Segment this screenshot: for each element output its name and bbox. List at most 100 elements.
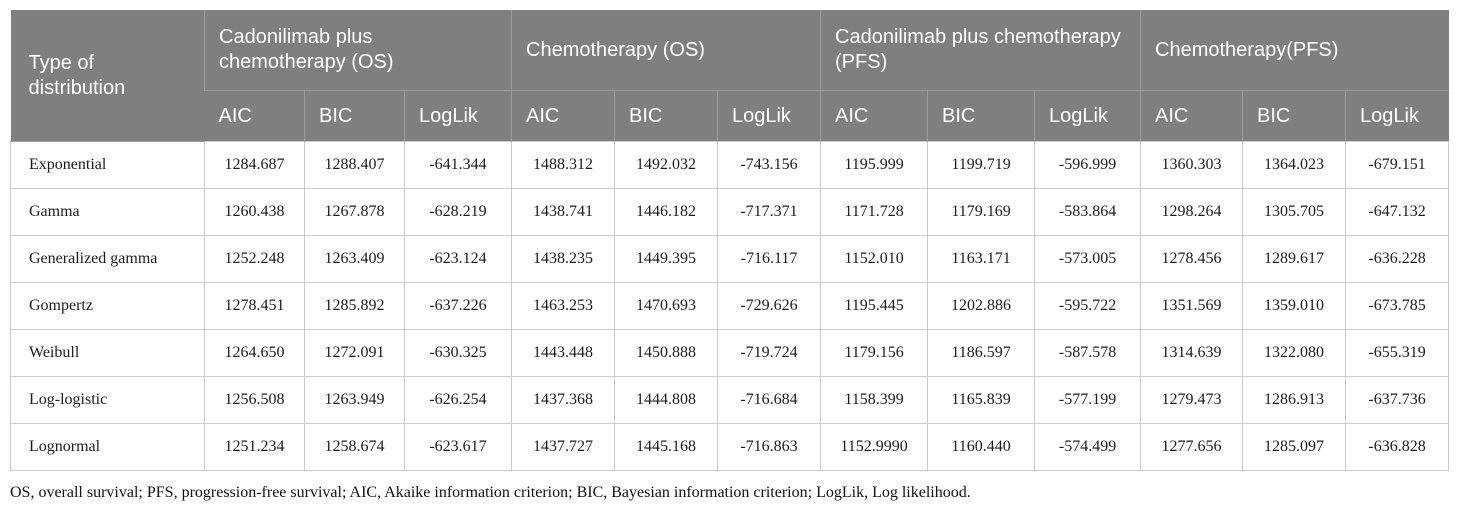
cell: 1284.687 [204, 141, 305, 189]
cell: 1360.303 [1140, 141, 1244, 189]
cell: -637.736 [1345, 376, 1450, 424]
cell: 1285.892 [304, 282, 405, 330]
cell: -573.005 [1034, 235, 1142, 283]
row-label: Lognormal [10, 423, 205, 471]
cell: -647.132 [1345, 188, 1450, 236]
cell: -717.371 [716, 188, 822, 236]
cell: 1264.650 [204, 329, 305, 377]
cell: 1286.913 [1242, 376, 1347, 424]
distribution-fit-table: Type of distribution Cadonilimab plus ch… [10, 10, 1450, 471]
cell: 1267.878 [304, 188, 405, 236]
cell: 1450.888 [614, 329, 718, 377]
cell: 1445.168 [614, 423, 718, 471]
table-footnote: OS, overall survival; PFS, progression-f… [10, 484, 971, 501]
cell: 1163.171 [927, 235, 1036, 283]
group-header-cadonilimab-os: Cadonilimab plus chemotherapy (OS) [204, 10, 512, 91]
cell: 1444.808 [614, 376, 718, 424]
cell: -577.199 [1034, 376, 1142, 424]
cell: 1160.440 [927, 423, 1036, 471]
cell: 1278.451 [204, 282, 305, 330]
cell: 1256.508 [204, 376, 305, 424]
cell: 1263.409 [304, 235, 405, 283]
row-label: Generalized gamma [10, 235, 205, 283]
cell: 1199.719 [927, 141, 1036, 189]
cell: -574.499 [1034, 423, 1142, 471]
cell: 1260.438 [204, 188, 305, 236]
cell: 1289.617 [1242, 235, 1347, 283]
cell: 1488.312 [511, 141, 615, 189]
cell: 1195.445 [820, 282, 929, 330]
col-header-loglik: LogLik [1034, 90, 1141, 142]
table-row: Exponential 1284.687 1288.407 -641.344 1… [10, 141, 1450, 189]
cell: -587.578 [1034, 329, 1142, 377]
cell: -636.828 [1345, 423, 1450, 471]
cell: -628.219 [404, 188, 512, 236]
cell: -641.344 [404, 141, 512, 189]
cell: 1364.023 [1242, 141, 1347, 189]
cell: -729.626 [716, 282, 822, 330]
cell: 1492.032 [614, 141, 718, 189]
cell: 1152.9990 [820, 423, 929, 471]
table-row: Log-logistic 1256.508 1263.949 -626.254 … [10, 376, 1450, 424]
cell: -655.319 [1345, 329, 1450, 377]
cell: 1277.656 [1140, 423, 1244, 471]
cell: 1285.097 [1242, 423, 1347, 471]
cell: -637.226 [404, 282, 512, 330]
cell: 1258.674 [304, 423, 405, 471]
cell: 1186.597 [927, 329, 1036, 377]
cell: 1298.264 [1140, 188, 1244, 236]
row-label: Gompertz [10, 282, 205, 330]
table-row: Weibull 1264.650 1272.091 -630.325 1443.… [10, 329, 1450, 377]
cell: 1437.727 [511, 423, 615, 471]
cell: 1179.156 [820, 329, 929, 377]
col-header-aic: AIC [204, 90, 305, 142]
cell: -673.785 [1345, 282, 1450, 330]
cell: 1202.886 [927, 282, 1036, 330]
cell: 1314.639 [1140, 329, 1244, 377]
cell: -636.228 [1345, 235, 1450, 283]
cell: -583.864 [1034, 188, 1142, 236]
cell: -716.684 [716, 376, 822, 424]
col-header-loglik: LogLik [404, 90, 512, 142]
table-row: Gompertz 1278.451 1285.892 -637.226 1463… [10, 282, 1450, 330]
cell: 1171.728 [820, 188, 929, 236]
cell: -596.999 [1034, 141, 1142, 189]
row-label: Gamma [10, 188, 205, 236]
col-header-bic: BIC [304, 90, 405, 142]
col-header-aic: AIC [1140, 90, 1243, 142]
table-row: Lognormal 1251.234 1258.674 -623.617 143… [10, 423, 1450, 471]
row-label: Log-logistic [10, 376, 205, 424]
row-label: Exponential [10, 141, 205, 189]
cell: 1278.456 [1140, 235, 1244, 283]
group-header-cadonilimab-pfs: Cadonilimab plus chemotherapy (PFS) [820, 10, 1141, 91]
cell: 1470.693 [614, 282, 718, 330]
cell: -719.724 [716, 329, 822, 377]
cell: 1438.741 [511, 188, 615, 236]
col-header-aic: AIC [511, 90, 615, 142]
cell: 1463.253 [511, 282, 615, 330]
cell: 1438.235 [511, 235, 615, 283]
col-header-bic: BIC [927, 90, 1035, 142]
cell: -626.254 [404, 376, 512, 424]
cell: 1195.999 [820, 141, 929, 189]
cell: 1359.010 [1242, 282, 1347, 330]
cell: 1446.182 [614, 188, 718, 236]
cell: 1152.010 [820, 235, 929, 283]
cell: 1165.839 [927, 376, 1036, 424]
cell: 1279.473 [1140, 376, 1244, 424]
table-row: Gamma 1260.438 1267.878 -628.219 1438.74… [10, 188, 1450, 236]
model-fit-table-container: Type of distribution Cadonilimab plus ch… [10, 10, 1450, 471]
col-header-loglik: LogLik [1345, 90, 1449, 142]
cell: 1252.248 [204, 235, 305, 283]
cell: 1288.407 [304, 141, 405, 189]
row-label: Weibull [10, 329, 205, 377]
col-header-bic: BIC [1242, 90, 1346, 142]
corner-header-type-of-distribution: Type of distribution [10, 10, 205, 142]
cell: -630.325 [404, 329, 512, 377]
cell: 1305.705 [1242, 188, 1347, 236]
cell: 1351.569 [1140, 282, 1244, 330]
cell: 1179.169 [927, 188, 1036, 236]
col-header-aic: AIC [820, 90, 928, 142]
cell: -595.722 [1034, 282, 1142, 330]
col-header-bic: BIC [614, 90, 718, 142]
